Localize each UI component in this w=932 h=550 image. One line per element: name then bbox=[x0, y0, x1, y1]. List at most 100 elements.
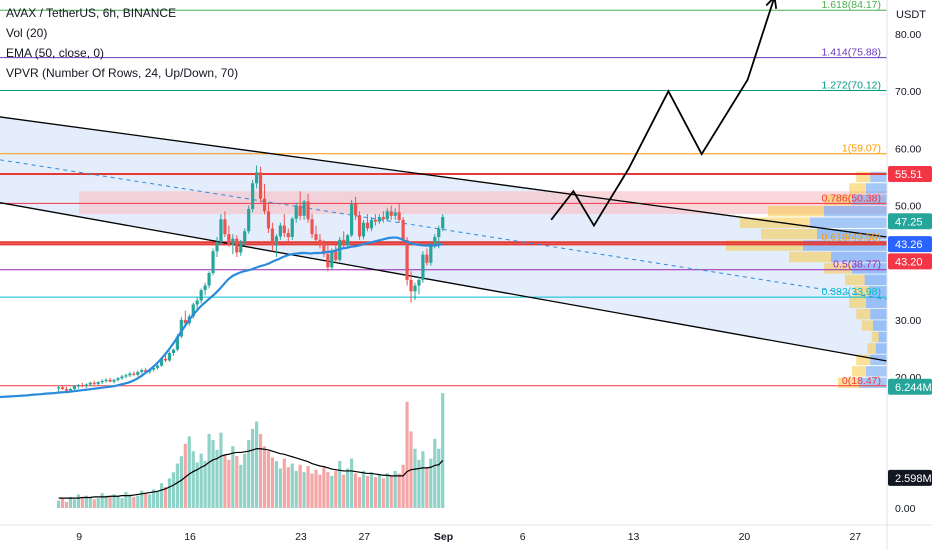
candle-body bbox=[290, 218, 294, 237]
candle-body bbox=[124, 375, 128, 377]
price-tick-label: 50.00 bbox=[895, 201, 921, 213]
candle-body bbox=[373, 219, 377, 222]
candle-body bbox=[235, 238, 239, 253]
candle-body bbox=[92, 382, 96, 384]
candle-body bbox=[365, 222, 370, 229]
volume-bar bbox=[369, 472, 374, 508]
candle-body bbox=[369, 219, 374, 229]
volume-bar bbox=[239, 464, 243, 508]
candle-body bbox=[140, 370, 144, 372]
candle-body bbox=[251, 183, 255, 209]
candle-body bbox=[353, 203, 358, 216]
fib-label-1-618: 1.618(84.17) bbox=[821, 0, 881, 11]
channel-lower-line bbox=[0, 202, 887, 362]
fib-label-1: 1(59.07) bbox=[842, 143, 881, 155]
volume-bar bbox=[258, 433, 263, 508]
candle-body bbox=[163, 358, 168, 361]
volume-bar bbox=[278, 468, 282, 508]
volume-bar bbox=[294, 470, 298, 508]
vpvr-down-bar bbox=[861, 320, 873, 331]
volume-bar bbox=[187, 436, 191, 508]
volume-tag-last-bg bbox=[888, 378, 932, 395]
ema-indicator-label[interactable]: EMA (50, close, 0) bbox=[6, 46, 105, 60]
vpvr-up-bar bbox=[875, 343, 887, 354]
vpvr-down-bar bbox=[824, 194, 852, 206]
volume-bar bbox=[310, 473, 314, 508]
candle-body bbox=[425, 254, 429, 263]
volume-bar bbox=[124, 491, 128, 508]
vpvr-down-bar bbox=[849, 183, 866, 194]
volume-bar bbox=[215, 449, 219, 508]
candle-body bbox=[377, 216, 381, 222]
vpvr-down-bar bbox=[853, 286, 869, 297]
volume-bar bbox=[191, 451, 195, 508]
vpvr-indicator-label[interactable]: VPVR (Number Of Rows, 24, Up/Down, 70) bbox=[6, 66, 239, 80]
volume-bar bbox=[429, 458, 433, 508]
volume-bar bbox=[314, 469, 318, 508]
volume-bar bbox=[227, 459, 231, 508]
channel-mid-line bbox=[0, 159, 887, 300]
volume-bar bbox=[413, 448, 417, 508]
volume-bar bbox=[270, 457, 275, 508]
time-tick-label: 27 bbox=[849, 531, 861, 543]
candle-body bbox=[68, 389, 73, 391]
volume-bar bbox=[100, 493, 104, 508]
vpvr-up-bar bbox=[866, 297, 887, 308]
vpvr-up-bar bbox=[866, 366, 887, 377]
price-tag-ema: 43.26 bbox=[895, 239, 923, 251]
price-tick-label: 80.00 bbox=[895, 29, 921, 41]
time-tick-label: Sep bbox=[434, 531, 453, 543]
volume-ma-tag-bg bbox=[888, 469, 932, 486]
candle-body bbox=[175, 336, 179, 350]
candle-body bbox=[357, 215, 362, 237]
candle-body bbox=[239, 242, 243, 253]
volume-bar bbox=[397, 473, 401, 508]
volume-bar bbox=[282, 458, 286, 508]
candle-body bbox=[207, 273, 211, 286]
candle-body bbox=[413, 285, 417, 292]
volume-bar bbox=[334, 470, 338, 508]
volume-bar bbox=[152, 489, 156, 508]
candle-body bbox=[116, 378, 120, 380]
volume-bar bbox=[318, 474, 322, 508]
volume-bar bbox=[401, 464, 405, 508]
volume-bar bbox=[421, 451, 425, 508]
volume-bar bbox=[350, 458, 354, 508]
volume-bar bbox=[159, 483, 164, 508]
volume-bar bbox=[132, 496, 136, 508]
vpvr-down-bar bbox=[845, 274, 865, 286]
volume-bar bbox=[148, 494, 152, 508]
volume-bar bbox=[203, 461, 207, 508]
candle-body bbox=[401, 219, 405, 240]
volume-bar bbox=[342, 474, 346, 508]
volume-bar bbox=[72, 499, 77, 508]
candle-body bbox=[433, 236, 437, 246]
time-tick-label: 6 bbox=[520, 531, 526, 543]
vpvr-up-bar bbox=[824, 206, 887, 217]
price-tick-label: 60.00 bbox=[895, 143, 921, 155]
volume-bar bbox=[223, 454, 227, 508]
volume-bar bbox=[175, 463, 179, 508]
candle-body bbox=[227, 234, 231, 245]
vpvr-down-bar bbox=[768, 206, 824, 217]
volume-bar bbox=[183, 443, 187, 508]
volume-bar bbox=[163, 487, 168, 508]
volume-bar bbox=[96, 498, 100, 508]
volume-bar bbox=[322, 467, 326, 508]
volume-bar bbox=[306, 466, 310, 508]
volume-bar bbox=[76, 494, 81, 508]
symbol-title[interactable]: AVAX / TetherUS, 6h, BINANCE bbox=[6, 6, 177, 20]
candle-body bbox=[397, 212, 401, 220]
candle-body bbox=[314, 234, 318, 240]
candle-body bbox=[203, 285, 207, 291]
volume-indicator-label[interactable]: Vol (20) bbox=[6, 26, 48, 40]
volume-bar bbox=[231, 446, 235, 508]
candle-body bbox=[334, 251, 338, 260]
candle-body bbox=[243, 231, 247, 243]
candle-body bbox=[72, 386, 77, 390]
volume-bar bbox=[60, 498, 65, 508]
price-scale-currency[interactable]: USDT bbox=[896, 9, 926, 21]
candle-body bbox=[421, 254, 425, 280]
candle-body bbox=[156, 365, 160, 368]
